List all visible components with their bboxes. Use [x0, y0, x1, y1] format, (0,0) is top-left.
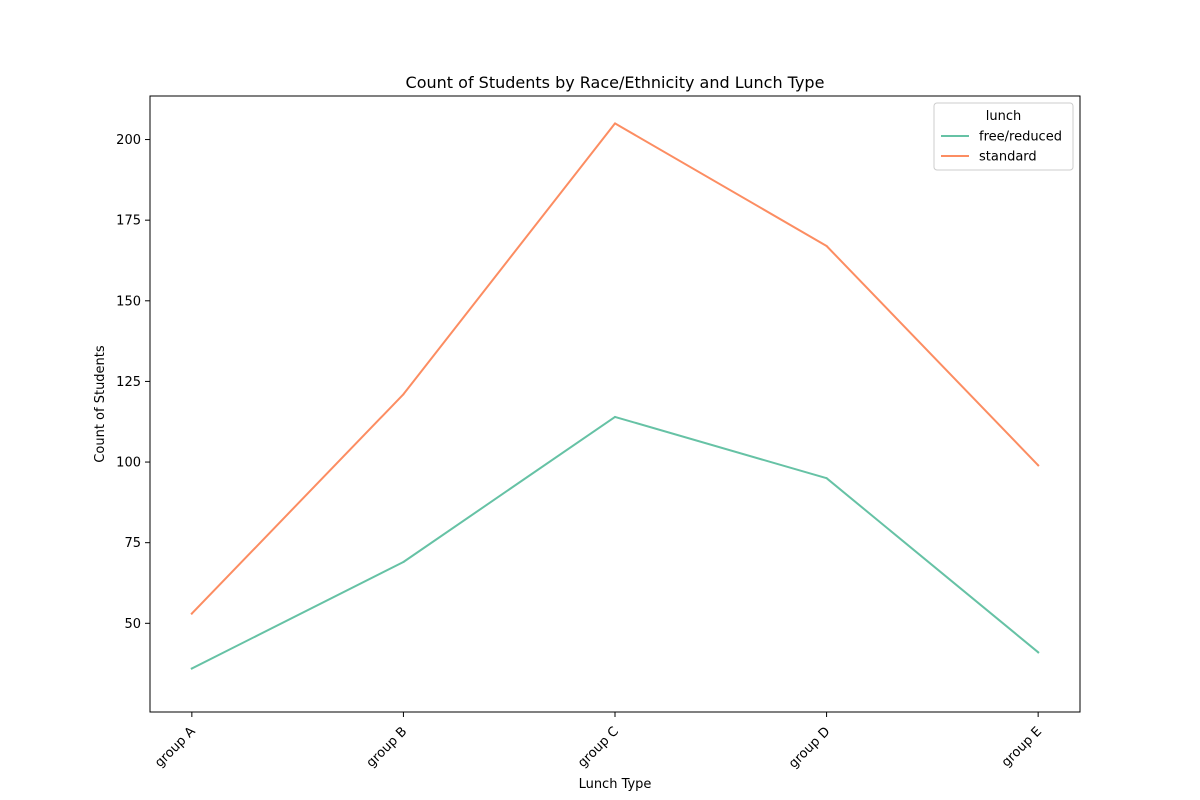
data-point: [825, 477, 828, 480]
x-tick-label: group B: [364, 724, 411, 771]
data-point: [190, 667, 193, 670]
series-line-standard: [190, 122, 1040, 616]
chart-title: Count of Students by Race/Ethnicity and …: [406, 73, 825, 92]
y-axis: 50 75 100 125 150 175 200: [116, 133, 150, 632]
x-tick-label: group D: [786, 724, 833, 771]
y-tick-label: 150: [116, 294, 141, 309]
legend-items: free/reduced standard: [941, 130, 1062, 165]
data-point: [614, 122, 616, 125]
data-point: [1037, 651, 1040, 654]
legend-title: lunch: [986, 109, 1021, 124]
series-line-free-reduced: [190, 415, 1040, 670]
y-tick-label: 125: [116, 375, 141, 390]
data-point: [402, 561, 405, 564]
x-tick-label: group A: [152, 724, 199, 771]
x-axis-label: Lunch Type: [579, 777, 652, 792]
y-tick-label: 200: [116, 133, 141, 148]
x-axis: group A group B group C group D group E: [152, 712, 1045, 772]
legend-box: [933, 102, 1074, 171]
x-tick-label: group E: [999, 724, 1045, 770]
legend-label: free/reduced: [979, 130, 1062, 145]
y-tick-label: 50: [124, 617, 141, 632]
legend: lunch free/reduced standard: [933, 102, 1074, 171]
y-tick-label: 100: [116, 456, 141, 471]
x-tick-label: group C: [575, 724, 622, 771]
legend-label: standard: [979, 150, 1037, 165]
data-point: [614, 415, 616, 418]
y-tick-label: 175: [116, 214, 141, 229]
y-tick-label: 75: [124, 536, 141, 551]
data-point: [402, 393, 405, 396]
data-point: [1037, 464, 1040, 467]
series-group: [190, 122, 1040, 670]
data-point: [825, 244, 828, 247]
data-point: [190, 612, 193, 615]
y-axis-label: Count of Students: [93, 345, 108, 463]
